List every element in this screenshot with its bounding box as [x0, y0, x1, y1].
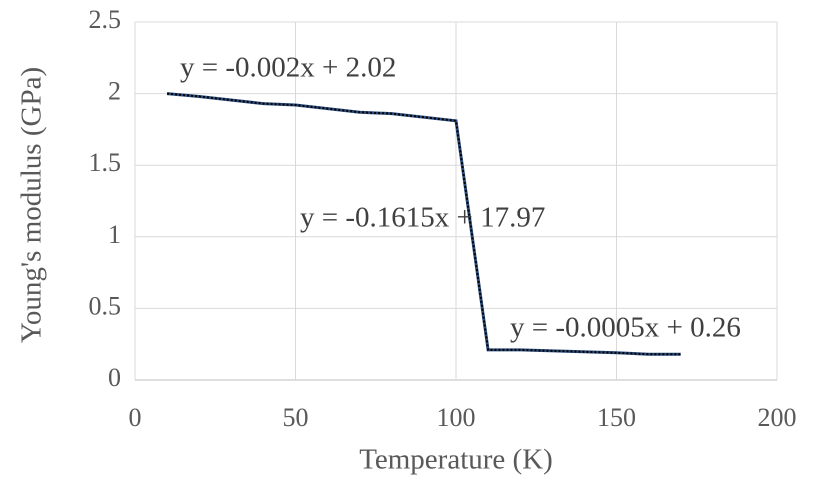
- trend-equation: y = -0.0005x + 0.26: [510, 312, 741, 344]
- y-tick-label: 0.5: [89, 291, 122, 320]
- trend-equation: y = -0.002x + 2.02: [180, 52, 396, 84]
- y-tick-label: 2.5: [89, 5, 122, 34]
- y-tick-label: 2: [108, 77, 121, 106]
- x-tick-label: 200: [758, 403, 797, 432]
- y-axis-title: Young's modulus (GPa): [16, 67, 48, 343]
- x-tick-label: 100: [437, 403, 476, 432]
- x-axis-title: Temperature (K): [359, 444, 553, 476]
- x-tick-label: 150: [597, 403, 636, 432]
- x-tick-label: 50: [283, 403, 309, 432]
- trend-equation: y = -0.1615x + 17.97: [300, 202, 545, 234]
- y-tick-label: 1.5: [89, 148, 122, 177]
- y-tick-label: 0: [108, 363, 121, 392]
- y-tick-label: 1: [108, 220, 121, 249]
- trend-line: [167, 92, 681, 356]
- x-tick-label: 0: [129, 403, 142, 432]
